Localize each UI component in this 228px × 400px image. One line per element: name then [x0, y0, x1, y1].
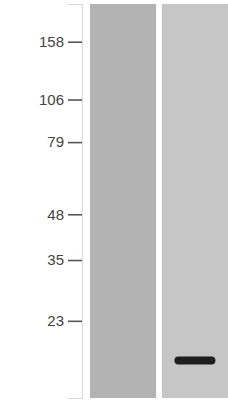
tick-mark [68, 260, 82, 262]
protein-band [174, 356, 215, 364]
tick-label: 158 [39, 33, 64, 50]
tick-label: 23 [47, 312, 64, 329]
tick-mark [68, 214, 82, 216]
lane [90, 4, 156, 398]
tick: 79 [47, 133, 82, 150]
tick-label: 106 [39, 91, 64, 108]
tick-mark [68, 142, 82, 144]
lanes [90, 4, 228, 398]
tick-label: 79 [47, 133, 64, 150]
tick-label: 35 [47, 251, 64, 268]
tick: 35 [47, 251, 82, 268]
tick: 158 [39, 33, 82, 50]
tick-mark [68, 41, 82, 43]
blot-figure: 158 106 79 48 35 23 [0, 0, 228, 400]
tick-mark [68, 321, 82, 323]
tick-label: 48 [47, 206, 64, 223]
marker-axis: 158 106 79 48 35 23 [39, 5, 83, 399]
bands [174, 356, 215, 364]
tick: 23 [47, 312, 82, 329]
tick: 48 [47, 206, 82, 223]
axis-line [68, 5, 83, 399]
lane [162, 4, 228, 398]
tick: 106 [39, 91, 82, 108]
tick-mark [68, 99, 82, 101]
